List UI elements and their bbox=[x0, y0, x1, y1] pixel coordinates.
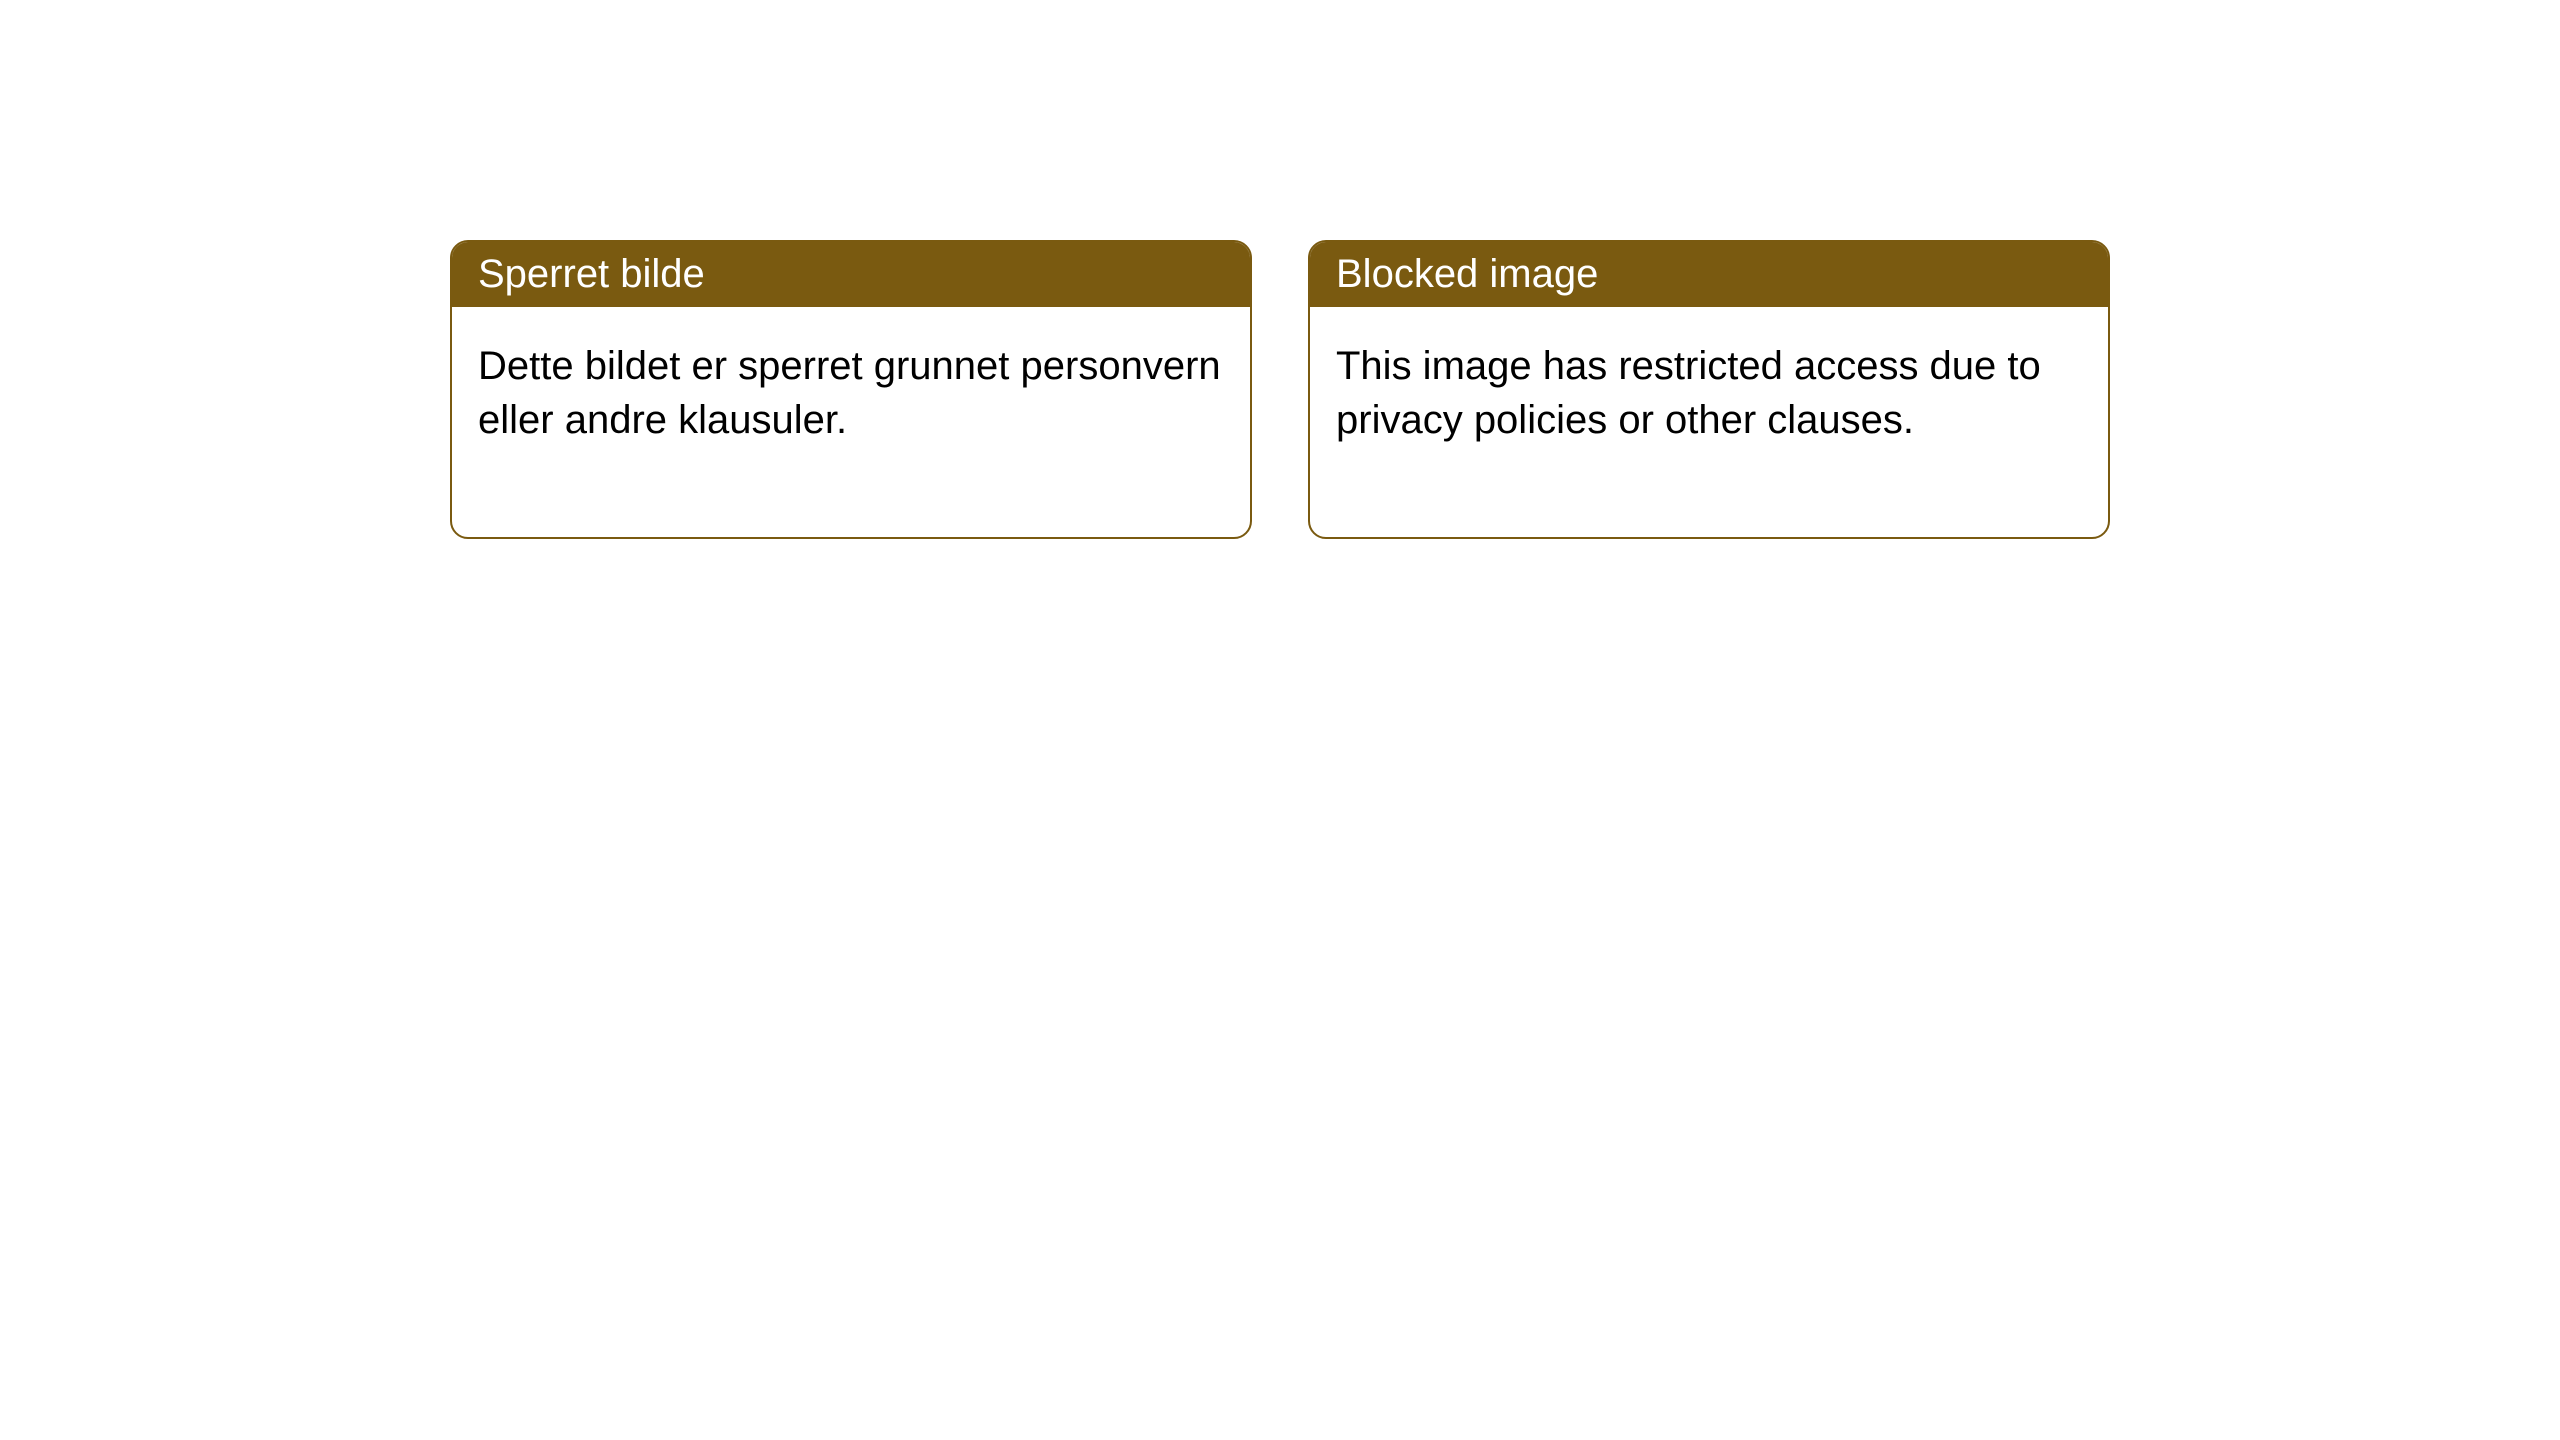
notice-body-en: This image has restricted access due to … bbox=[1310, 307, 2108, 537]
notice-card-no: Sperret bilde Dette bildet er sperret gr… bbox=[450, 240, 1252, 539]
notice-card-en: Blocked image This image has restricted … bbox=[1308, 240, 2110, 539]
notice-title-no: Sperret bilde bbox=[452, 242, 1250, 307]
notice-body-no: Dette bildet er sperret grunnet personve… bbox=[452, 307, 1250, 537]
notice-container: Sperret bilde Dette bildet er sperret gr… bbox=[450, 240, 2110, 539]
notice-title-en: Blocked image bbox=[1310, 242, 2108, 307]
